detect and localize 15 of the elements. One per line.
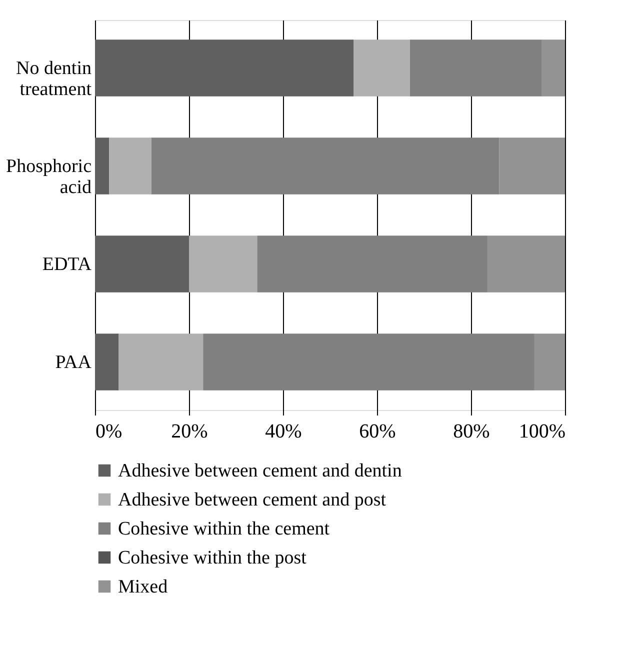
y-tick-label: PAA bbox=[55, 352, 92, 373]
x-tick-label: 100% bbox=[518, 420, 566, 442]
x-tick-label: 60% bbox=[359, 420, 396, 442]
x-tick-label: 40% bbox=[265, 420, 302, 442]
y-tick-label: Phosphoric acid bbox=[6, 156, 92, 198]
y-tick-label: EDTA bbox=[42, 254, 92, 275]
legend-label: Adhesive between cement and post bbox=[118, 490, 387, 510]
legend-label: Mixed bbox=[118, 576, 168, 598]
x-tick-label: 20% bbox=[171, 420, 208, 442]
legend-label: Adhesive between cement and dentin bbox=[118, 460, 402, 482]
x-tick-label: 0% bbox=[96, 420, 122, 442]
x-tick-label: 80% bbox=[453, 420, 490, 442]
legend-label: Cohesive within the post bbox=[118, 548, 308, 568]
legend-label: Cohesive within the cement bbox=[118, 518, 330, 540]
y-tick-label: No dentin treatment bbox=[16, 58, 92, 100]
